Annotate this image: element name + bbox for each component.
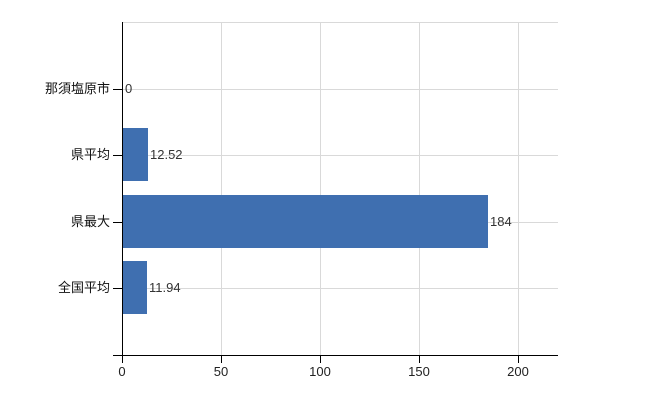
category-label: 那須塩原市 (44, 81, 110, 96)
category-label: 県平均 (70, 147, 110, 162)
x-tick-label: 100 (309, 364, 331, 379)
x-tick-label: 0 (118, 364, 126, 379)
x-axis-tick (221, 355, 222, 363)
x-gridline (419, 22, 420, 355)
y-axis-tick (113, 155, 122, 156)
plot-top-border (122, 22, 558, 23)
y-axis-tick (113, 222, 122, 223)
x-tick-label: 150 (408, 364, 430, 379)
x-tick-label: 50 (213, 364, 229, 379)
bar-value-label: 12.52 (150, 147, 183, 162)
y-gridline (122, 89, 558, 90)
bar-value-label: 184 (490, 214, 512, 229)
x-axis-tick (320, 355, 321, 363)
x-axis-tick (419, 355, 420, 363)
bar (123, 128, 148, 181)
bar-value-label: 0 (125, 81, 133, 96)
category-label: 全国平均 (57, 280, 110, 295)
bar-value-label: 11.94 (149, 280, 181, 295)
bar (123, 261, 147, 314)
bar (123, 195, 488, 248)
y-gridline (122, 288, 558, 289)
y-axis-tick (113, 288, 122, 289)
x-axis-tick (122, 355, 123, 363)
y-gridline (122, 155, 558, 156)
plot-area: 0 12.52 184 11.94 (113, 22, 558, 363)
x-axis-line (113, 355, 558, 356)
category-label: 県最大 (70, 214, 110, 229)
x-gridline (221, 22, 222, 355)
y-axis-tick (113, 89, 122, 90)
x-gridline (518, 22, 519, 355)
x-gridline (320, 22, 321, 355)
x-axis-tick (518, 355, 519, 363)
x-tick-label: 200 (507, 364, 529, 379)
y-axis-line (122, 22, 123, 355)
